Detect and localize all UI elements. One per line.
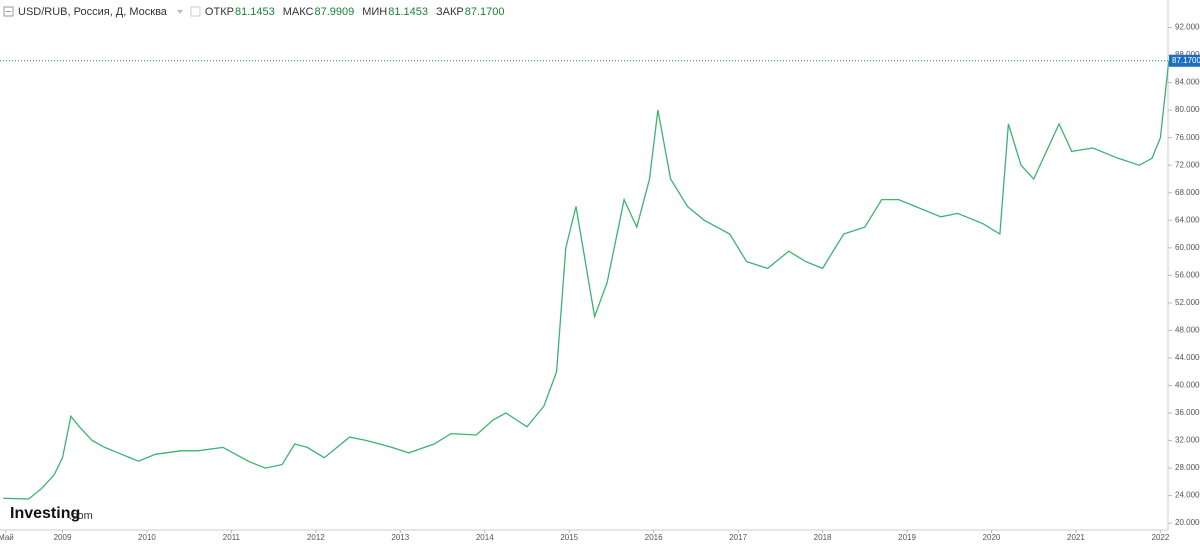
y-tick-label: 60.0000 (1175, 243, 1200, 252)
x-tick-label: 2009 (54, 533, 72, 542)
y-tick-label: 88.0000 (1175, 50, 1200, 59)
header-label: МИН (362, 6, 387, 18)
dropdown-arrow (176, 10, 183, 14)
x-tick-label: 2010 (138, 533, 156, 542)
y-tick-label: 24.0000 (1175, 491, 1200, 500)
x-tick-label: 2019 (898, 533, 916, 542)
y-tick-label: 52.0000 (1175, 298, 1200, 307)
y-tick-label: 68.0000 (1175, 188, 1200, 197)
y-tick-label: 44.0000 (1175, 353, 1200, 362)
header-label: ОТКР (205, 6, 234, 18)
y-tick-label: 64.0000 (1175, 215, 1200, 224)
y-tick-label: 84.0000 (1175, 78, 1200, 87)
last-price-label: 87.1700 (1172, 56, 1200, 65)
y-tick-label: 28.0000 (1175, 463, 1200, 472)
watermark: Investing (10, 505, 80, 522)
header-value: 87.1700 (465, 6, 505, 18)
x-tick-label: 2021 (1067, 533, 1085, 542)
y-tick-label: 92.0000 (1175, 23, 1200, 32)
collapse-icon[interactable] (3, 6, 14, 17)
x-tick-label: 2013 (391, 533, 409, 542)
x-tick-label: 2016 (645, 533, 663, 542)
header-value: 81.1453 (235, 6, 275, 18)
y-tick-label: 20.0000 (1175, 518, 1200, 527)
y-tick-label: 80.0000 (1175, 105, 1200, 114)
y-tick-label: 56.0000 (1175, 270, 1200, 279)
y-tick-label: 40.0000 (1175, 381, 1200, 390)
x-tick-label: 2022 (1152, 533, 1170, 542)
price-line (3, 60, 1170, 500)
x-tick-label: Май (0, 533, 14, 542)
y-tick-label: 72.0000 (1175, 160, 1200, 169)
settings-icon (190, 6, 201, 17)
x-tick-label: 2011 (223, 533, 241, 542)
x-tick-label: 2020 (983, 533, 1001, 542)
x-tick-label: 2012 (307, 533, 325, 542)
x-tick-label: 2018 (814, 533, 832, 542)
watermark-suffix: .com (69, 510, 93, 522)
x-tick-label: 2014 (476, 533, 494, 542)
header-label: МАКС (283, 6, 314, 18)
x-tick-label: 2015 (560, 533, 578, 542)
x-tick-label: 2017 (729, 533, 747, 542)
header-value: 87.9909 (314, 6, 354, 18)
y-tick-label: 32.0000 (1175, 436, 1200, 445)
y-tick-label: 36.0000 (1175, 408, 1200, 417)
y-tick-label: 48.0000 (1175, 325, 1200, 334)
header-value: 81.1453 (388, 6, 428, 18)
header-label: ЗАКР (436, 6, 464, 18)
y-tick-label: 76.0000 (1175, 133, 1200, 142)
chart-title: USD/RUB, Россия, Д, Москва (18, 6, 168, 18)
last-price-tag (1169, 54, 1200, 67)
